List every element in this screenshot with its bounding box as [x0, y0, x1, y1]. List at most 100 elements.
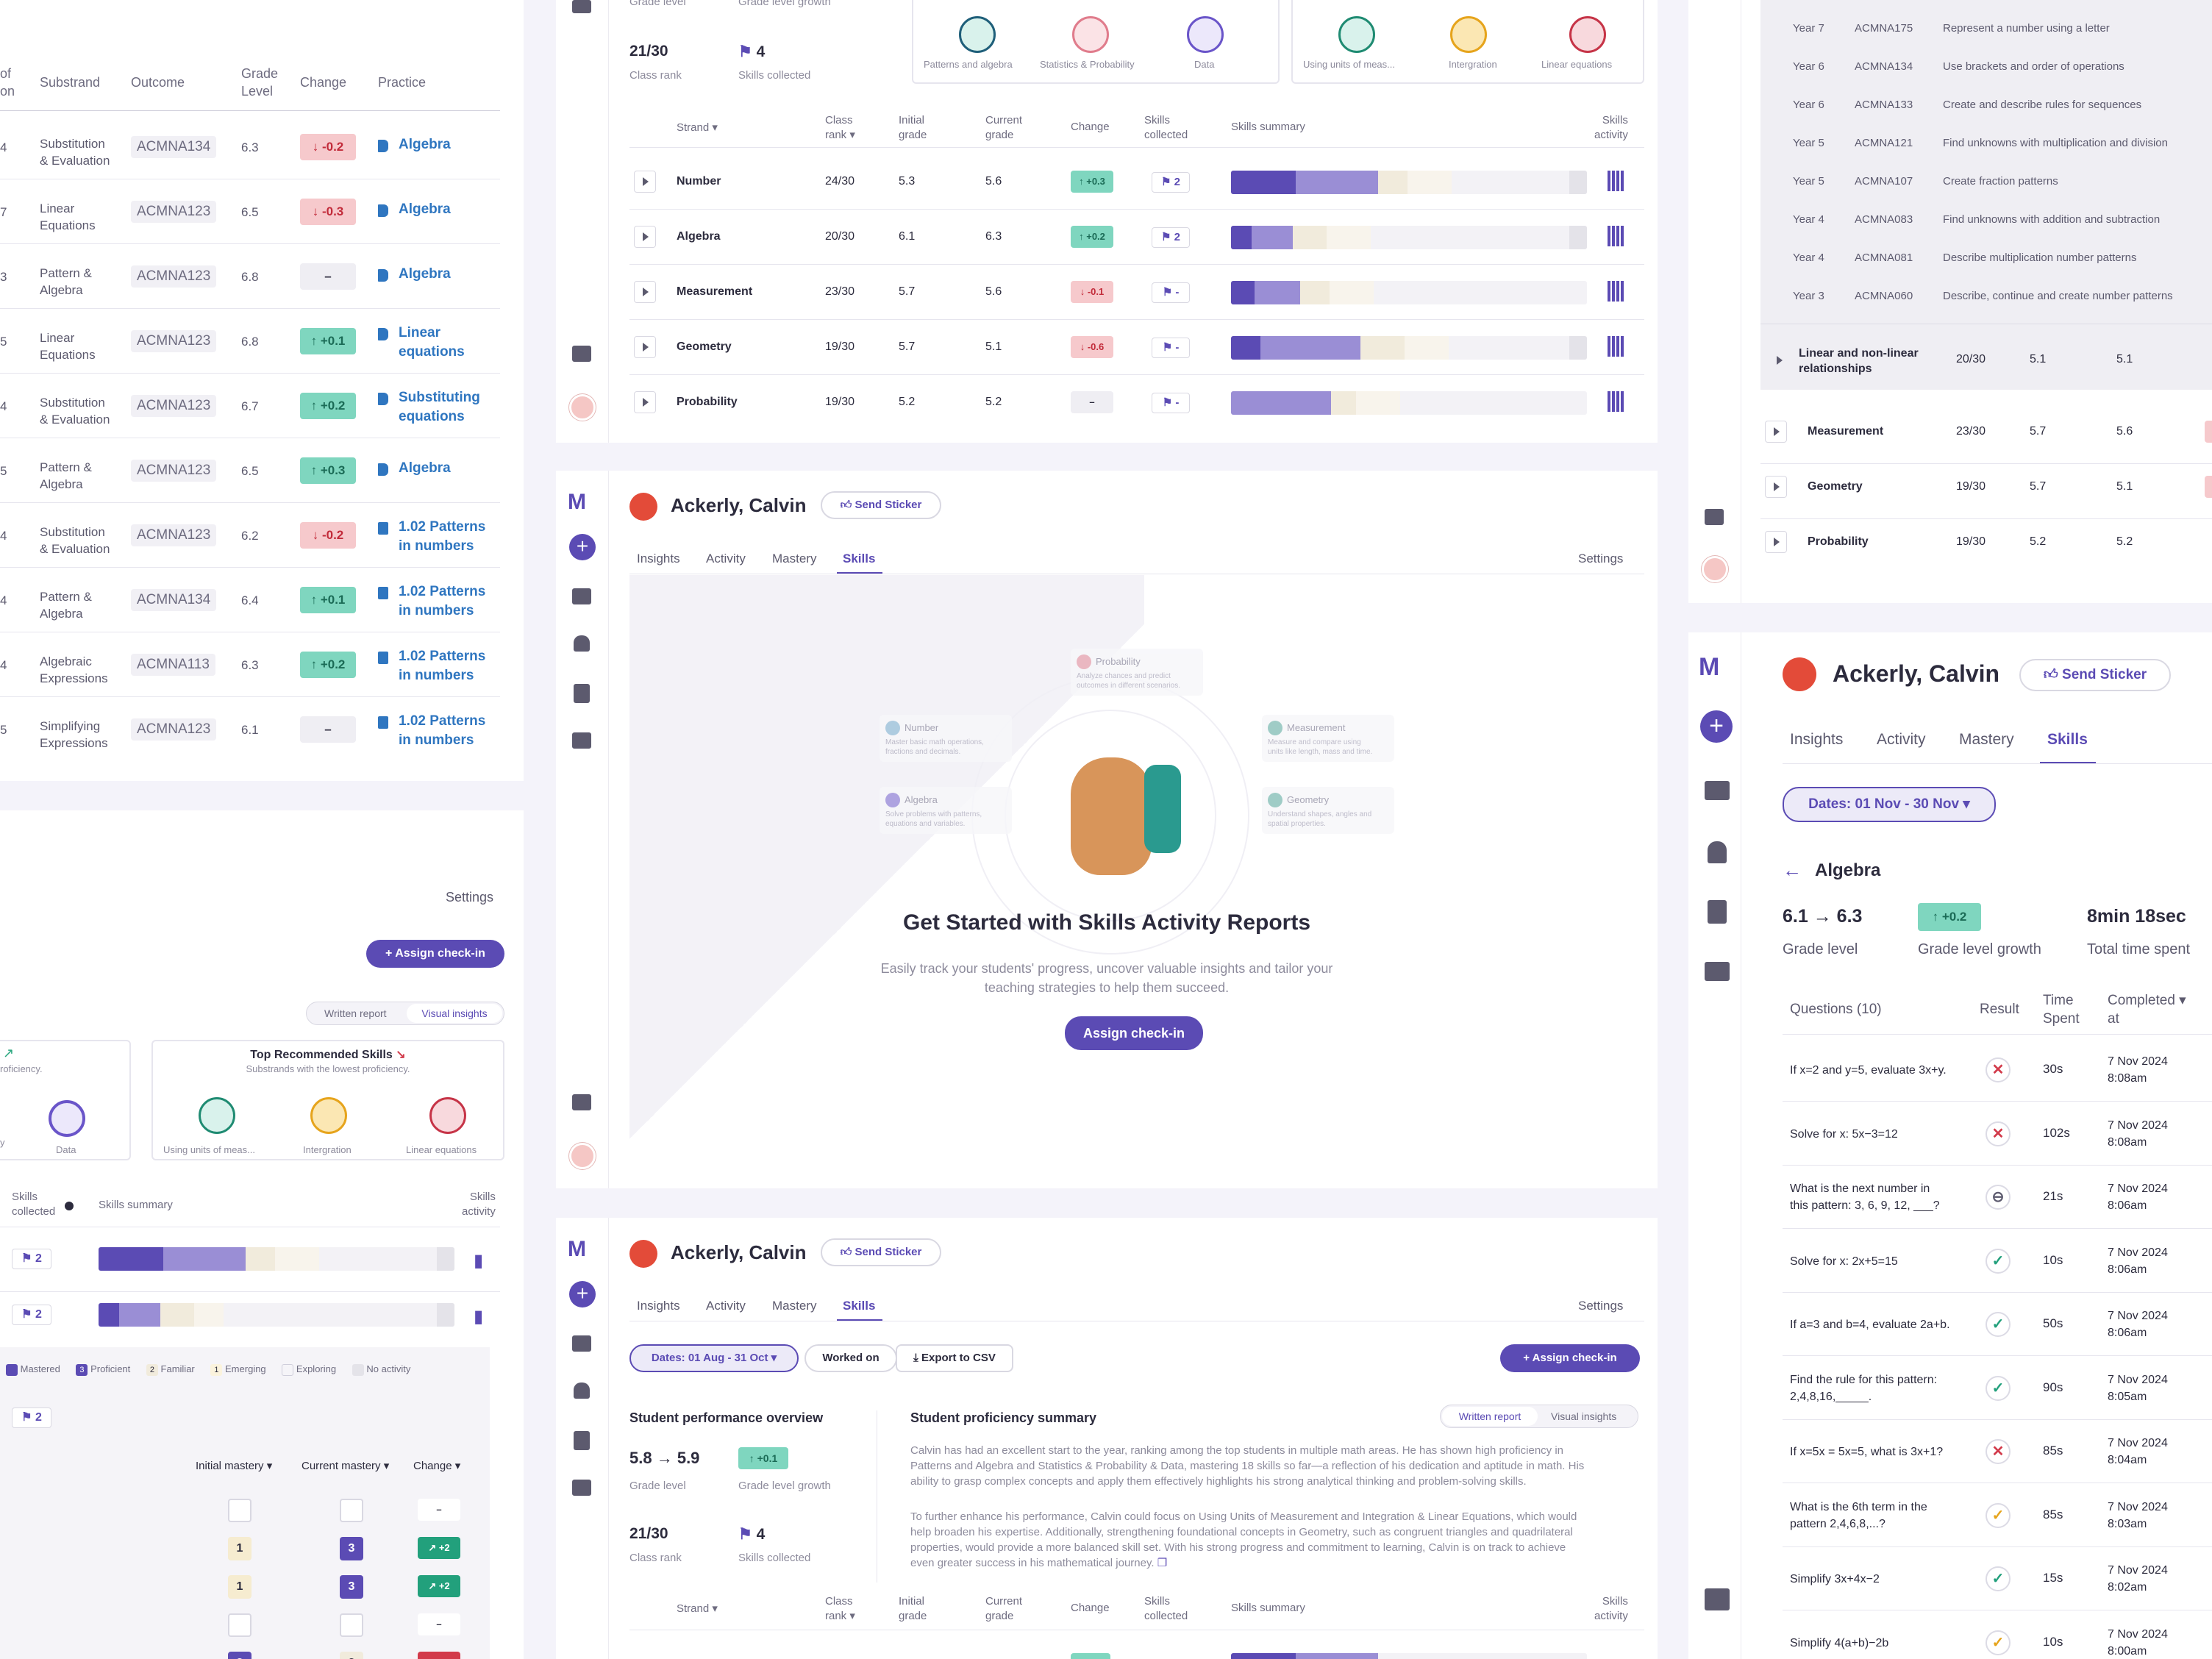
strand-row[interactable]: Number 24/30 5.3 5.6 ↑ +0.3 ⚑ 2: [629, 154, 1644, 210]
send-sticker-button[interactable]: 👍︎ Send Sticker: [821, 491, 941, 519]
mastery-row[interactable]: –: [0, 1490, 490, 1528]
question-row[interactable]: If a=3 and b=4, evaluate 2a+b. ✓ 50s 7 Nov …: [1783, 1293, 2212, 1356]
skills-badge[interactable]: ⚑ -: [1152, 393, 1190, 413]
outcome-row[interactable]: Year 5 ACMNA107 Create fraction patterns: [1760, 172, 2212, 194]
assign-checkin-button[interactable]: Assign check-in: [1065, 1016, 1203, 1050]
question-row[interactable]: Simplify 3x+4x−2 ✓ 15s 7 Nov 2024 8:02am: [1783, 1547, 2212, 1610]
strand-row[interactable]: Geometry 19/30 5.7 5.1: [1760, 464, 2212, 519]
settings-link[interactable]: Settings: [1578, 1299, 1624, 1313]
book-icon[interactable]: [572, 0, 591, 13]
visual-insights-toggle[interactable]: Visual insights: [407, 1004, 502, 1023]
question-row[interactable]: Solve for x: 5x−3=12 ✕ 102s 7 Nov 2024 8:08a…: [1783, 1102, 2212, 1166]
add-icon[interactable]: +: [1700, 710, 1733, 743]
table-row[interactable]: 4 Pattern & Algebra ACMNA134 6.4 ↑ +0.1 1.02 P…: [0, 568, 500, 632]
written-report-toggle[interactable]: Written report: [324, 1007, 387, 1019]
tab-activity[interactable]: Activity: [1877, 731, 1926, 748]
class-rank-header[interactable]: Class rank ▾: [825, 1595, 855, 1622]
expand-toggle[interactable]: [634, 336, 656, 358]
avatar[interactable]: [569, 1143, 596, 1169]
question-row[interactable]: If x=2 and y=5, evaluate 3x+y. ✕ 30s 7 Nov …: [1783, 1038, 2212, 1102]
outcome-row[interactable]: Year 4 ACMNA081 Describe multiplication nu…: [1760, 249, 2212, 271]
expand-toggle[interactable]: [1765, 476, 1787, 498]
linear-skill-icon[interactable]: [429, 1097, 466, 1134]
table-row[interactable]: 5 Simplifying Expressions ACMNA123 6.1 – 1.02 …: [0, 697, 500, 762]
question-row[interactable]: Simplify 4(a+b)−2b ✓ 10s 7 Nov 2024 8:00am: [1783, 1611, 2212, 1659]
skills-summary-bar[interactable]: [1231, 226, 1587, 249]
units-skill-icon[interactable]: [199, 1097, 235, 1134]
skills-badge[interactable]: ⚑ 2: [12, 1249, 51, 1269]
outcome-code[interactable]: ACMNA121: [1855, 137, 1913, 149]
skills-badge[interactable]: ⚑ 2: [12, 1408, 51, 1428]
tab-skills[interactable]: Skills: [843, 552, 876, 566]
outcome-code[interactable]: ACMNA060: [1855, 290, 1913, 302]
activity-chart-icon[interactable]: [1608, 226, 1624, 246]
linear-skill-icon[interactable]: [1569, 16, 1606, 53]
practice-link[interactable]: Algebra: [399, 459, 451, 478]
group-icon[interactable]: [1705, 781, 1730, 800]
strand-row[interactable]: Probability 19/30 5.2 5.2: [1760, 519, 2212, 574]
avatar[interactable]: [1702, 556, 1728, 582]
tab-activity[interactable]: Activity: [706, 1299, 746, 1313]
date-range-dropdown[interactable]: Dates: 01 Aug - 31 Oct ▾: [629, 1344, 799, 1372]
back-arrow-icon[interactable]: ←: [1783, 859, 1802, 881]
outcome-code[interactable]: ACMNA133: [1855, 99, 1913, 111]
chat-icon[interactable]: [572, 1094, 591, 1110]
skills-badge[interactable]: ⚑ -: [1152, 338, 1190, 358]
mathspace-logo-icon[interactable]: M: [568, 1237, 586, 1261]
settings-link[interactable]: Settings: [446, 890, 494, 905]
tab-skills[interactable]: Skills: [2047, 731, 2088, 748]
mastery-row[interactable]: 1 3 ↗ +2: [0, 1528, 490, 1566]
expand-toggle[interactable]: [634, 391, 656, 413]
book-icon[interactable]: [572, 732, 591, 749]
table-row[interactable]: 4 Substitution & Evaluation ACMNA123 6.2 ↓ -0…: [0, 503, 500, 568]
activity-chart-icon[interactable]: ▮: [474, 1307, 484, 1327]
send-sticker-button[interactable]: 👍︎ Send Sticker: [2019, 659, 2171, 691]
skills-summary-bar[interactable]: [1231, 336, 1587, 360]
tab-mastery[interactable]: Mastery: [772, 552, 817, 566]
add-icon[interactable]: +: [569, 534, 596, 560]
expand-toggle[interactable]: [634, 171, 656, 193]
export-csv-button[interactable]: ⤓ Export to CSV: [896, 1344, 1013, 1372]
book-icon[interactable]: [1705, 962, 1730, 981]
strand-header[interactable]: Strand ▾: [677, 1602, 718, 1615]
outcome-row[interactable]: Year 3 ACMNA060 Describe, continue and cre…: [1760, 287, 2212, 309]
skills-badge[interactable]: ⚑ 2: [1152, 227, 1190, 248]
practice-link[interactable]: Algebra: [399, 200, 451, 219]
chat-icon[interactable]: [572, 346, 591, 362]
copy-icon[interactable]: ❐: [1157, 1557, 1168, 1569]
skills-summary-bar[interactable]: [1231, 391, 1587, 415]
table-row[interactable]: 5 Pattern & Algebra ACMNA123 6.5 ↑ +0.3 Algebr…: [0, 438, 500, 503]
activity-chart-icon[interactable]: [1608, 391, 1624, 412]
avatar[interactable]: [569, 394, 596, 421]
chat-icon[interactable]: [1705, 509, 1724, 525]
strand-row[interactable]: Geometry 19/30 5.7 5.1 ↓ -0.6 ⚑ -: [629, 320, 1644, 375]
practice-link[interactable]: Substituting equations: [399, 388, 480, 427]
activity-chart-icon[interactable]: [1608, 281, 1624, 302]
patterns-algebra-icon[interactable]: [959, 16, 996, 53]
outcome-row[interactable]: Year 6 ACMNA134 Use brackets and order of …: [1760, 57, 2212, 79]
practice-link[interactable]: 1.02 Patterns in numbers: [399, 647, 485, 685]
col-header-substrand[interactable]: Substrand: [40, 75, 101, 90]
mathspace-logo-icon[interactable]: M: [568, 490, 586, 514]
skills-summary-bar[interactable]: [99, 1247, 454, 1271]
question-row[interactable]: What is the 6th term in the pattern 2,4,6…: [1783, 1484, 2212, 1547]
col-header-grade[interactable]: Grade Level: [241, 65, 278, 100]
tab-mastery[interactable]: Mastery: [772, 1299, 817, 1313]
person-icon[interactable]: [574, 1382, 590, 1399]
practice-link[interactable]: Algebra: [399, 135, 451, 154]
table-row[interactable]: 4 Substitution & Evaluation ACMNA123 6.7 ↑ +0…: [0, 374, 500, 438]
date-range-dropdown[interactable]: Dates: 01 Nov - 30 Nov ▾: [1783, 787, 1996, 822]
practice-link[interactable]: Algebra: [399, 265, 451, 284]
outcome-row[interactable]: Year 4 ACMNA083 Find unknowns with additio…: [1760, 210, 2212, 232]
table-row[interactable]: 3 Pattern & Algebra ACMNA123 6.8 – Algebra: [0, 244, 500, 309]
outcome-row[interactable]: Year 7 ACMNA175 Represent a number using a…: [1760, 19, 2212, 41]
table-row[interactable]: 5 Linear Equations ACMNA123 6.8 ↑ +0.1 Linear e…: [0, 309, 500, 374]
outcome-code[interactable]: ACMNA175: [1855, 22, 1913, 35]
expand-toggle[interactable]: [634, 226, 656, 248]
col-header-practice[interactable]: Practice: [378, 75, 427, 90]
outcome-code[interactable]: ACMNA107: [1855, 175, 1913, 188]
add-icon[interactable]: +: [569, 1281, 596, 1307]
mastery-row[interactable]: 3 2 ↘ -1: [0, 1643, 490, 1659]
expand-toggle[interactable]: [1765, 531, 1787, 553]
tab-skills[interactable]: Skills: [843, 1299, 876, 1313]
